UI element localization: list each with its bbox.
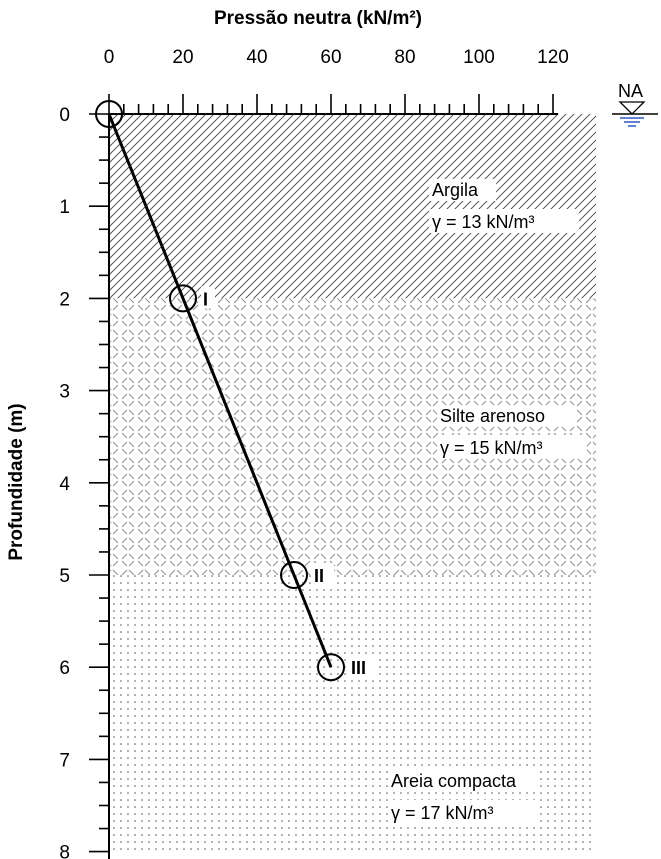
y-tick-label: 6 (59, 658, 70, 679)
layer-name-background (388, 770, 537, 792)
point-label-I: I (203, 289, 208, 309)
series (95, 100, 345, 682)
point-label-III: III (351, 658, 366, 678)
data-point-marker (95, 100, 123, 128)
water-table-label: NA (618, 81, 643, 101)
y-tick-label: 4 (59, 474, 70, 495)
x-tick-label: 40 (246, 47, 267, 68)
pressure-line (107, 113, 333, 668)
layer-gamma-label: γ = 15 kN/m³ (440, 438, 543, 458)
layer-gamma-background (437, 435, 587, 459)
y-tick-label: 7 (59, 750, 70, 771)
point-label-background (312, 563, 334, 585)
point-label-background (201, 286, 215, 309)
layer-name-label: Areia compacta (391, 771, 517, 791)
y-tick-label: 3 (59, 382, 70, 403)
axes (89, 94, 658, 859)
x-tick-label: 120 (537, 47, 569, 68)
x-tick-label: 60 (320, 47, 341, 68)
x-tick-label: 100 (463, 47, 495, 68)
layer-gamma-label: γ = 17 kN/m³ (391, 803, 494, 823)
y-tick-label: 1 (59, 197, 70, 218)
water-table-triangle-icon (618, 101, 646, 115)
x-axis-title: Pressão neutra (kN/m²) (214, 8, 422, 29)
labels: Argila γ = 13 kN/m³ Silte arenoso γ = 15 kN… (59, 47, 643, 859)
y-tick-label: 2 (59, 289, 70, 310)
layer-name-label: Argila (432, 180, 479, 200)
data-point-marker (317, 653, 345, 682)
x-tick-label: 20 (172, 47, 193, 68)
layer-gamma-background (388, 800, 538, 824)
y-tick-label: 5 (59, 566, 70, 587)
y-axis-title: Profundidade (m) (6, 403, 27, 560)
layer-name-background (437, 405, 576, 427)
layer-name-label: Silte arenoso (440, 406, 545, 426)
point-label-II: II (314, 566, 324, 586)
layer-gamma-background (429, 209, 579, 233)
y-tick-label: 0 (59, 105, 70, 126)
y-tick-label: 8 (59, 843, 70, 859)
soil-layers (109, 114, 596, 852)
x-tick-label: 80 (394, 47, 415, 68)
data-point-marker (280, 561, 308, 589)
layer-name-background (429, 179, 497, 201)
layer-gamma-label: γ = 13 kN/m³ (432, 212, 535, 232)
x-tick-label: 0 (104, 47, 115, 68)
data-point-marker (169, 284, 197, 313)
point-label-background (349, 655, 379, 678)
soil-layer-1 (109, 114, 596, 299)
